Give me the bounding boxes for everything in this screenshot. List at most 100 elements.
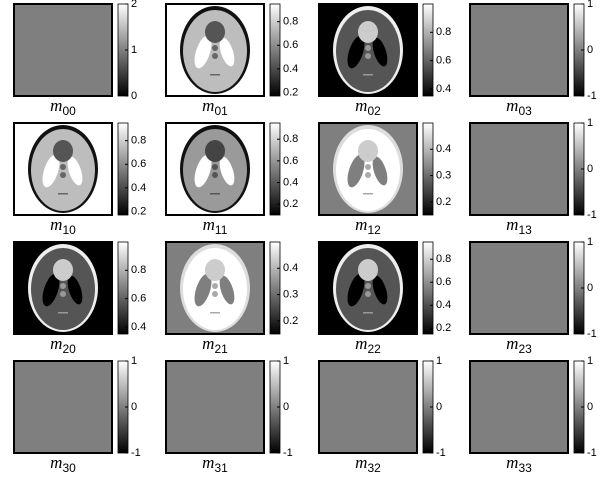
panel-symbol: m [506,215,518,234]
phantom-dot [365,172,371,178]
colorbar-tick-label: 1 [587,117,593,129]
panel-label: m23 [506,334,532,356]
panel-label: m01 [202,96,228,118]
panel-symbol: m [506,96,518,115]
colorbar-tick-label: 0.6 [283,39,298,51]
phantom-mark [363,74,373,76]
colorbar-tick-label: 0.6 [283,155,298,167]
phantom-top [205,21,225,43]
panel-label: m02 [355,96,381,118]
phantom-mark [363,312,373,314]
phantom-dot [60,291,66,297]
panel-label: m30 [50,453,76,475]
phantom-dot [60,164,66,170]
panel-symbol: m [355,215,367,234]
panel-subscript: 31 [214,461,228,475]
panel-subscript: 03 [518,104,532,118]
colorbar-tick-label: -1 [587,209,597,221]
colorbar-tick-label: 0.4 [283,176,298,188]
panel-label: m22 [355,334,381,356]
phantom-dot [365,291,371,297]
colorbar-tick-label: 0.8 [131,135,146,147]
colorbar-tick-label: 0.2 [283,86,298,98]
colorbar-tick-label: 1 [587,236,593,248]
colorbar-tick-label: 1 [131,44,137,56]
phantom-dot [60,283,66,289]
colorbar-tick-label: 1 [283,355,289,367]
phantom-top [358,140,378,162]
phantom-mark [58,193,68,195]
image-background [470,361,568,453]
panel-subscript: 33 [518,461,532,475]
colorbar-tick-label: 0.2 [436,322,451,334]
panel-subscript: 12 [367,223,381,237]
panel-subscript: 10 [62,223,76,237]
phantom-top [53,140,73,162]
colorbar-tick-label: 0.2 [436,196,451,208]
panel-symbol: m [506,453,518,472]
colorbar-tick-label: 1 [436,355,442,367]
colorbar-tick-label: 0.4 [131,182,146,194]
image-background [14,4,112,96]
image-background [470,242,568,334]
colorbar-tick-label: 0.6 [436,55,451,67]
colorbar-tick-label: 0.2 [283,198,298,210]
colorbar-tick-label: -1 [131,447,141,459]
colorbar-tick-label: 0.2 [131,205,146,217]
colorbar-tick-label: 0 [587,44,593,56]
phantom-mark [210,74,220,76]
colorbar [423,123,433,215]
panel-subscript: 01 [214,104,228,118]
colorbar-tick-label: 0.4 [436,299,451,311]
colorbar-tick-label: 0 [436,401,442,413]
panel-subscript: 32 [367,461,381,475]
colorbar-tick-label: 0.8 [436,26,451,38]
colorbar [423,4,433,96]
panel-label: m13 [506,215,532,237]
colorbar-tick-label: -1 [283,447,293,459]
colorbar-tick-label: 0.3 [436,169,451,181]
colorbar-tick-label: 1 [587,355,593,367]
colorbar [270,123,280,215]
image-background [166,361,264,453]
colorbar-tick-label: 0.4 [436,83,451,95]
panel-label: m12 [355,215,381,237]
colorbar-tick-label: -1 [587,328,597,340]
panel-subscript: 22 [367,342,381,356]
panel-symbol: m [50,453,62,472]
figure: 012m000.20.40.60.8m010.40.60.8m02-101m03… [0,0,613,482]
image-background [319,361,417,453]
colorbar-tick-label: -1 [587,447,597,459]
colorbar-tick-label: 0.4 [283,262,298,274]
image-background [14,361,112,453]
panel-symbol: m [50,334,62,353]
colorbar-tick-label: 0.8 [283,133,298,145]
phantom-top [205,140,225,162]
panel-label: m03 [506,96,532,118]
panel-label: m33 [506,453,532,475]
colorbar-tick-label: 0 [283,401,289,413]
panel-symbol: m [355,334,367,353]
colorbar-tick-label: 0.6 [436,276,451,288]
phantom-top [358,21,378,43]
panel-subscript: 13 [518,223,532,237]
phantom-mark [58,312,68,314]
colorbar-tick-label: 0.4 [283,63,298,75]
panel-label: m10 [50,215,76,237]
panel-subscript: 00 [62,104,76,118]
colorbar-tick-label: 0.3 [283,288,298,300]
colorbar-tick-label: 0 [587,163,593,175]
colorbar-tick-label: 0.8 [283,16,298,28]
phantom-dot [212,53,218,59]
colorbar-tick-label: 0.2 [283,315,298,327]
colorbar-tick-label: 0 [587,282,593,294]
colorbar-tick-label: 0.6 [131,293,146,305]
panel-label: m00 [50,96,76,118]
image-background [470,4,568,96]
panel-subscript: 11 [215,223,228,237]
phantom-top [358,259,378,281]
panel-symbol: m [355,453,367,472]
phantom-dot [212,283,218,289]
phantom-dot [212,291,218,297]
colorbar-tick-label: 0.6 [131,158,146,170]
